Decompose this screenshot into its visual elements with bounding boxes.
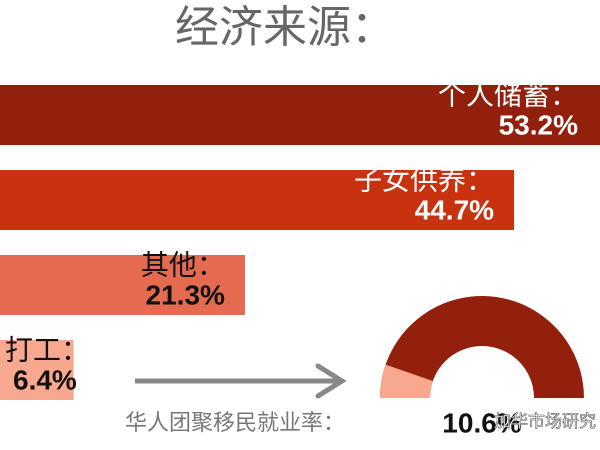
bar — [0, 170, 515, 230]
gauge-value — [380, 364, 433, 398]
bar — [0, 255, 245, 315]
bar — [0, 340, 74, 400]
category-label: 其他： — [141, 249, 225, 281]
value-label: 53.2% — [499, 109, 578, 140]
bar — [0, 85, 600, 145]
arrow-head — [315, 363, 347, 399]
value-label: 21.3% — [146, 279, 225, 310]
category-label: 子女供养： — [354, 164, 494, 196]
gauge-value-label: 10.6% — [442, 407, 521, 438]
gauge-title: 华人团聚移民就业率： — [125, 410, 345, 435]
value-label: 44.7% — [415, 194, 494, 225]
category-label: 个人储蓄： — [438, 79, 578, 111]
watermark: 加华市场研究 — [494, 412, 596, 432]
gauge-track — [380, 296, 584, 398]
chart-title: 经济来源： — [175, 3, 395, 52]
value-label: 6.4% — [13, 364, 77, 395]
category-label: 打工： — [5, 334, 89, 366]
